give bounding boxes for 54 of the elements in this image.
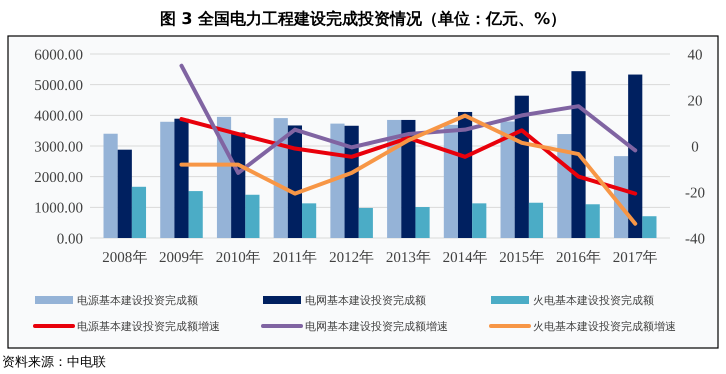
bar	[642, 216, 656, 238]
bar	[528, 202, 544, 238]
x-tick-label: 2010年	[216, 249, 261, 266]
y-tick-label: 5000.00	[34, 78, 83, 94]
legend-label: 电源基本建设投资完成额增速	[77, 320, 220, 333]
legend-label: 火电基本建设投资完成额增速	[533, 320, 676, 333]
legend-label: 电网基本建设投资完成额	[305, 294, 426, 307]
bar	[132, 186, 146, 238]
y2-tick-label: -40	[685, 231, 705, 248]
line-series	[179, 64, 638, 175]
y-tick-label: 6000.00	[34, 47, 83, 64]
text: 资料来源：中电联	[2, 355, 106, 370]
x-tick-label: 2012年	[329, 249, 374, 266]
bar	[245, 194, 260, 238]
bar	[188, 191, 203, 238]
y2-tick-label: 40	[688, 47, 702, 64]
bar	[104, 134, 118, 238]
x-tick-label: 2014年	[442, 249, 488, 266]
bar	[628, 74, 642, 238]
x-tick-label: 2013年	[386, 249, 431, 266]
x-tick-label: 2017年	[612, 249, 658, 266]
y-tick-label: 0.00	[56, 231, 83, 248]
legend-label: 电网基本建设投资完成额增速	[305, 320, 448, 333]
y2-tick-label: -20	[685, 185, 705, 202]
chart-title: 图 3 全国电力工程建设完成投资情况（单位：亿元、%）	[160, 9, 566, 28]
bar	[358, 208, 373, 238]
y-tick-label: 1000.00	[34, 200, 83, 217]
bar	[444, 124, 458, 238]
y2-tick-label: 20	[688, 93, 702, 110]
legend-label: 电源基本建设投资完成额	[77, 294, 198, 307]
bar	[401, 120, 416, 238]
bar	[302, 203, 316, 238]
bar	[415, 207, 430, 238]
bar	[514, 96, 529, 238]
y-tick-label: 4000.00	[34, 108, 83, 125]
legend-label: 火电基本建设投资完成额	[533, 294, 654, 307]
bar	[174, 118, 189, 238]
x-tick-label: 2008年	[102, 249, 148, 266]
x-tick-label: 2015年	[499, 249, 544, 266]
y-tick-label: 3000.00	[34, 139, 83, 156]
bar	[586, 204, 600, 238]
y2-tick-label: 0	[691, 139, 699, 156]
bar	[557, 134, 572, 238]
x-tick-label: 2011年	[272, 249, 318, 266]
bar	[500, 121, 515, 238]
bar	[160, 122, 174, 238]
bar	[571, 71, 586, 238]
x-tick-label: 2009年	[158, 249, 204, 266]
bar	[472, 203, 486, 238]
bar	[118, 150, 132, 238]
y-tick-label: 2000.00	[34, 170, 83, 186]
line-series	[179, 117, 638, 196]
line-series	[179, 114, 638, 226]
x-tick-label: 2016年	[556, 249, 602, 266]
